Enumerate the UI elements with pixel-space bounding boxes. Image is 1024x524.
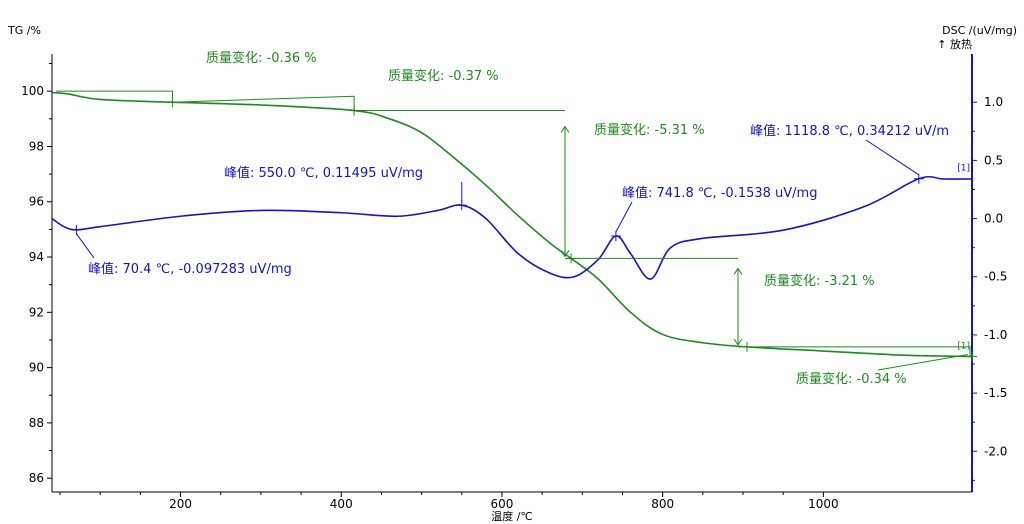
x-tick-label-3: 800 (651, 497, 674, 511)
x-tick-label-0: 200 (169, 497, 192, 511)
dsc-curve (51, 175, 973, 280)
y-right-tick-label-5: -1.5 (984, 386, 1007, 400)
dsc-peak-marker-4 (913, 173, 924, 184)
y-left-tick-label-1: 88 (29, 416, 44, 430)
tg-arrow-4-bot (733, 338, 743, 346)
y-left-tick-label-4: 94 (29, 250, 44, 264)
y-right-tick-label-0: 1.0 (984, 95, 1003, 109)
tg-marker-3 (566, 253, 577, 264)
dsc-peak-label-2: 峰值: 70.4 ℃, -0.097283 uV/mg (88, 261, 292, 277)
x-tick-label-2: 600 (491, 497, 514, 511)
tg-step-line-5 (747, 346, 971, 357)
mass-change-label-2: 质量变化: -0.37 % (388, 68, 499, 84)
dsc-peak-marker-2 (71, 224, 82, 235)
y-left-tick-label-5: 96 (29, 195, 44, 209)
dsc-peak-marker-3 (610, 231, 621, 242)
x-tick-label-1: 400 (330, 497, 353, 511)
dsc-leader-4 (865, 139, 920, 176)
tg-leader-5 (877, 354, 969, 371)
y-left-tick-label-7: 100 (21, 84, 44, 98)
mass-change-label-1: 质量变化: -0.36 % (206, 50, 317, 66)
y-left-label: TG /% (7, 24, 41, 37)
y-left-tick-label-2: 90 (29, 361, 44, 375)
tg-curve-tag: [1] (957, 342, 970, 352)
dsc-curve-tag: [1] (957, 164, 970, 174)
y-right-tick-label-3: -0.5 (984, 270, 1007, 284)
tg-arrow-4-top (733, 267, 743, 275)
mass-change-label-5: 质量变化: -0.34 % (796, 371, 907, 387)
dsc-leader-2 (76, 233, 95, 259)
tg-marker-4 (742, 341, 753, 352)
tg-arrow-3-bot (560, 250, 570, 258)
dsc-peak-label-4: 峰值: 1118.8 ℃, 0.34212 uV/m (750, 123, 949, 139)
tg-marker-2 (349, 105, 360, 116)
y-left-tick-label-3: 92 (29, 305, 44, 319)
dsc-peak-label-1: 峰值: 550.0 ℃, 0.11495 uV/mg (224, 165, 423, 181)
tg-marker-5 (967, 351, 977, 362)
y-right-sublabel: ↑ 放热 (937, 37, 972, 51)
dsc-leader-3 (615, 201, 633, 233)
mass-change-label-4: 质量变化: -3.21 % (764, 273, 875, 289)
y-right-tick-label-1: 0.5 (984, 153, 1003, 167)
dsc-peak-label-3: 峰值: 741.8 ℃, -0.1538 uV/mg (622, 185, 817, 201)
y-left-tick-label-6: 98 (29, 139, 44, 153)
mass-change-label-3: 质量变化: -5.31 % (594, 122, 705, 138)
tg-arrow-3-top (560, 125, 570, 133)
y-right-tick-label-4: -1.0 (984, 328, 1007, 342)
y-left-tick-label-0: 86 (29, 471, 44, 485)
x-tick-label-4: 1000 (808, 497, 839, 511)
y-right-label: DSC /(uV/mg) (942, 24, 1017, 37)
dsc-peak-marker-1 (456, 200, 467, 211)
x-label: 温度 /℃ (491, 509, 533, 523)
y-right-tick-label-6: -2.0 (984, 444, 1007, 458)
y-right-tick-label-2: 0.0 (984, 212, 1003, 226)
tg-marker-1 (167, 97, 178, 108)
